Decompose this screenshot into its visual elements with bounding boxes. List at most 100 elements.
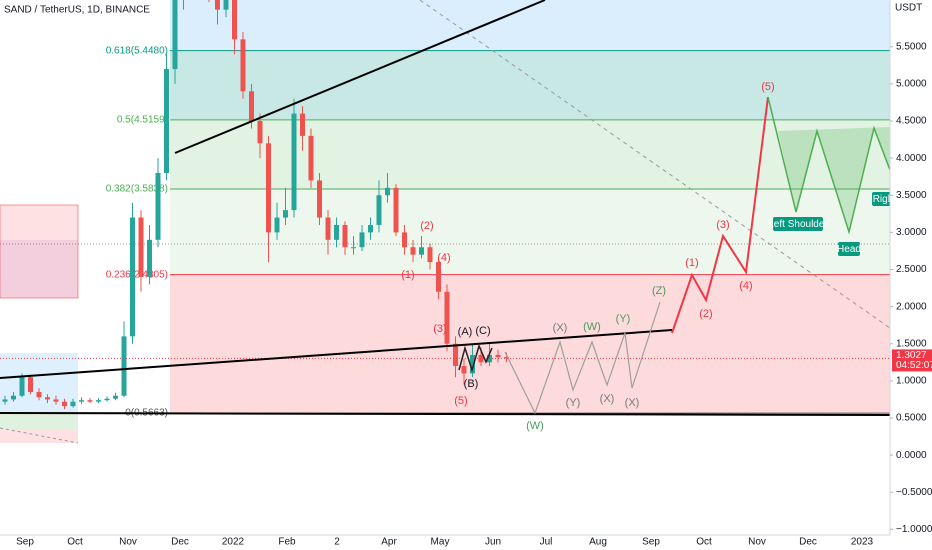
pattern-label: Righ xyxy=(873,194,894,205)
zone-box xyxy=(0,430,78,443)
y-tick-label: 1.5000 xyxy=(896,338,927,349)
candle-body xyxy=(249,91,254,122)
candle-body xyxy=(257,121,263,144)
wave-label: (X) xyxy=(625,397,640,409)
x-tick-label: Apr xyxy=(381,537,397,548)
zone-box xyxy=(0,412,78,430)
candle-body xyxy=(79,400,84,402)
pattern-box xyxy=(773,217,823,231)
pattern-label: Head xyxy=(837,244,861,255)
candle-body xyxy=(274,217,280,233)
x-tick-label: Jul xyxy=(540,537,553,548)
candle-body xyxy=(70,401,76,407)
x-tick-label: 2022 xyxy=(222,537,245,548)
y-tick-label: 4.0000 xyxy=(896,153,927,164)
pattern-label: Left Shoulder xyxy=(768,219,828,230)
candle-body xyxy=(504,357,509,359)
candle-body xyxy=(19,377,25,396)
pattern-path xyxy=(767,96,891,235)
wave-label: (Y) xyxy=(566,397,581,409)
fib-label: 0.5(4.5159) xyxy=(117,114,168,125)
candle-body xyxy=(419,247,424,255)
x-tick-label: Dec xyxy=(799,537,817,548)
y-axis-area xyxy=(890,0,932,550)
fib-band xyxy=(170,0,890,51)
candle-body xyxy=(334,224,339,240)
wave-label: (1) xyxy=(685,257,698,269)
x-tick-label: Aug xyxy=(589,537,607,548)
wave-label: (2) xyxy=(420,220,433,232)
x-axis-area xyxy=(0,535,932,550)
fib-label: 0.618(5.4480) xyxy=(106,45,168,56)
candle-body xyxy=(368,224,373,233)
candle-body xyxy=(402,232,407,248)
pattern-box xyxy=(838,242,860,256)
wave-label: (C) xyxy=(475,325,490,337)
y-tick-label: −1.0000 xyxy=(896,524,932,535)
dashed-line xyxy=(0,427,79,444)
y-axis-label: USDT xyxy=(895,3,922,14)
x-tick-label: Nov xyxy=(748,537,766,548)
wave-path xyxy=(458,343,493,373)
candle-body xyxy=(172,0,178,70)
candle-body xyxy=(444,291,450,344)
candle-body xyxy=(317,180,322,218)
candle-body xyxy=(291,113,297,211)
x-tick-label: Oct xyxy=(696,537,712,548)
wave-label: (3) xyxy=(716,219,729,231)
x-tick-label: Sep xyxy=(16,537,34,548)
candle-body xyxy=(351,247,356,249)
candle-body xyxy=(453,343,458,367)
candle-body xyxy=(325,217,331,240)
zone-box xyxy=(0,204,79,299)
candle-body xyxy=(427,247,433,263)
candle-body xyxy=(53,399,59,402)
x-tick-label: 2 xyxy=(334,537,340,548)
wave-label: (A) xyxy=(458,326,473,338)
support-line xyxy=(0,412,899,416)
pattern-box xyxy=(872,192,894,206)
y-tick-label: 0.0000 xyxy=(896,450,927,461)
candle-body xyxy=(62,401,67,407)
price-tag-value: 1.3027 xyxy=(896,350,927,361)
candle-body xyxy=(376,195,382,225)
fib-band xyxy=(170,189,890,275)
projection-path xyxy=(671,96,769,334)
x-tick-label: Feb xyxy=(278,537,296,548)
wave-label: (W) xyxy=(583,321,601,333)
y-tick-label: 4.5000 xyxy=(896,116,927,127)
candle-body xyxy=(283,210,288,218)
y-tick-label: 0.5000 xyxy=(896,413,927,424)
candle-body xyxy=(308,135,314,181)
candle-body xyxy=(300,113,305,136)
wave-label: (2) xyxy=(699,308,712,320)
x-tick-label: Dec xyxy=(171,537,189,548)
fib-band xyxy=(170,119,890,190)
wave-label: (Z) xyxy=(652,285,666,297)
wave-label: (1) xyxy=(401,269,414,281)
candle-body xyxy=(11,395,16,400)
candle-body xyxy=(266,143,271,233)
wave-label: (Y) xyxy=(616,313,631,325)
candle-body xyxy=(96,400,101,402)
price-tag xyxy=(892,349,932,372)
price-tag-countdown: 04:52:07 xyxy=(896,360,932,371)
candle-body xyxy=(223,0,229,10)
candle-body xyxy=(87,400,93,402)
wave-label: (X) xyxy=(600,393,615,405)
x-tick-label: Oct xyxy=(67,537,83,548)
candle-body xyxy=(342,224,348,248)
fib-label: 0.236(2.4305) xyxy=(106,269,168,280)
candle-body xyxy=(385,187,390,196)
pattern-area xyxy=(778,127,890,232)
wave-label: (4) xyxy=(739,280,752,292)
candle-body xyxy=(240,39,246,92)
y-tick-label: 5.0000 xyxy=(896,79,927,90)
candle-body xyxy=(495,354,501,358)
candle-body xyxy=(359,232,365,248)
candle-body xyxy=(461,366,467,374)
wave-label: (3) xyxy=(433,323,446,335)
x-tick-label: May xyxy=(431,537,450,548)
candle-body xyxy=(436,262,441,292)
